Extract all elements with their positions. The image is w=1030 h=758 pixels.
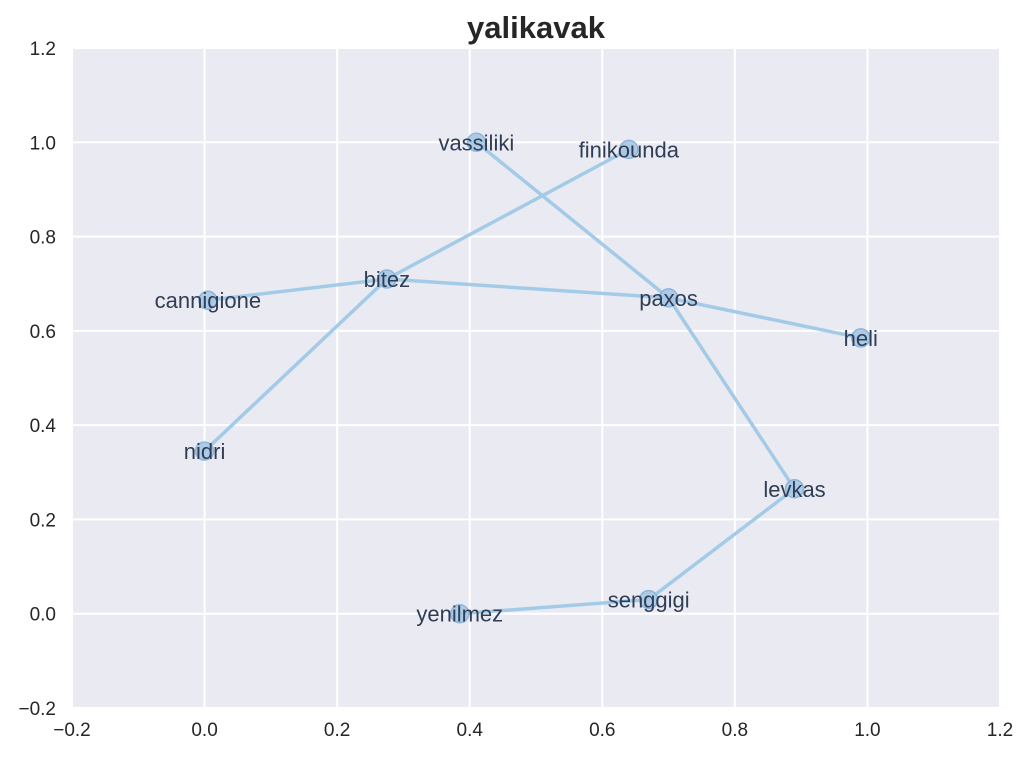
point-paxos xyxy=(658,288,679,308)
point-cannigione xyxy=(198,290,218,310)
chart-title: yalikavak xyxy=(467,10,606,45)
x-tick-label: 0.2 xyxy=(324,720,350,741)
y-tick-label: 0.6 xyxy=(30,322,56,343)
x-tick-label: 1.2 xyxy=(987,720,1013,741)
markers xyxy=(194,132,871,624)
x-tick-label: 0.0 xyxy=(191,720,217,741)
point-label-yenilmez: yenilmez xyxy=(416,602,503,627)
y-tick-label: −0.2 xyxy=(18,699,56,720)
y-tick-label: 0.0 xyxy=(30,605,56,626)
edge-paxos-heli xyxy=(666,296,863,340)
point-vassiliki xyxy=(466,132,487,153)
x-tick-label: −0.2 xyxy=(53,720,91,741)
edge-levkas-senggigi xyxy=(646,487,797,602)
edges xyxy=(202,140,863,616)
x-tick-label: 0.4 xyxy=(457,720,484,741)
point-label-nidri: nidri xyxy=(184,439,226,464)
edge-bitez-finikounda xyxy=(385,147,631,281)
x-tick-label: 0.6 xyxy=(589,720,615,741)
y-axis-ticks: −0.2 0.0 0.2 0.4 0.6 0.8 1.0 1.2 xyxy=(18,39,56,720)
point-nidri xyxy=(194,441,215,461)
point-heli xyxy=(851,328,871,348)
edge-paxos-levkas xyxy=(666,296,797,491)
edge-vassiliki-paxos xyxy=(474,140,671,300)
point-labels: vassiliki finikounda bitez cannigione paxos h… xyxy=(155,130,878,626)
point-label-bitez: bitez xyxy=(364,267,410,292)
edge-bitez-nidri xyxy=(202,277,389,453)
grid xyxy=(71,47,1001,709)
y-tick-label: 1.0 xyxy=(30,133,56,154)
y-tick-label: 0.8 xyxy=(30,228,56,249)
x-axis-ticks: −0.2 0.0 0.2 0.4 0.6 0.8 1.0 1.2 xyxy=(53,720,1013,741)
point-bitez xyxy=(377,269,397,289)
x-tick-label: 1.0 xyxy=(854,720,880,741)
y-tick-label: 0.4 xyxy=(30,416,57,437)
point-label-levkas: levkas xyxy=(763,477,825,502)
point-label-senggigi: senggigi xyxy=(608,588,690,613)
edge-bitez-cannigione xyxy=(206,277,389,302)
point-label-vassiliki: vassiliki xyxy=(438,130,514,155)
point-finikounda xyxy=(619,139,639,160)
point-label-cannigione: cannigione xyxy=(155,288,261,313)
point-label-finikounda: finikounda xyxy=(579,137,680,162)
point-yenilmez xyxy=(450,603,470,624)
plot-area xyxy=(72,48,1000,708)
point-levkas xyxy=(784,479,805,499)
point-label-heli: heli xyxy=(844,326,878,351)
edge-paxos-bitez xyxy=(385,277,671,300)
y-tick-label: 1.2 xyxy=(30,39,56,60)
point-senggigi xyxy=(638,589,659,610)
x-tick-label: 0.8 xyxy=(722,720,748,741)
y-tick-label: 0.2 xyxy=(30,510,56,531)
edge-senggigi-yenilmez xyxy=(458,597,651,616)
point-label-paxos: paxos xyxy=(639,286,698,311)
